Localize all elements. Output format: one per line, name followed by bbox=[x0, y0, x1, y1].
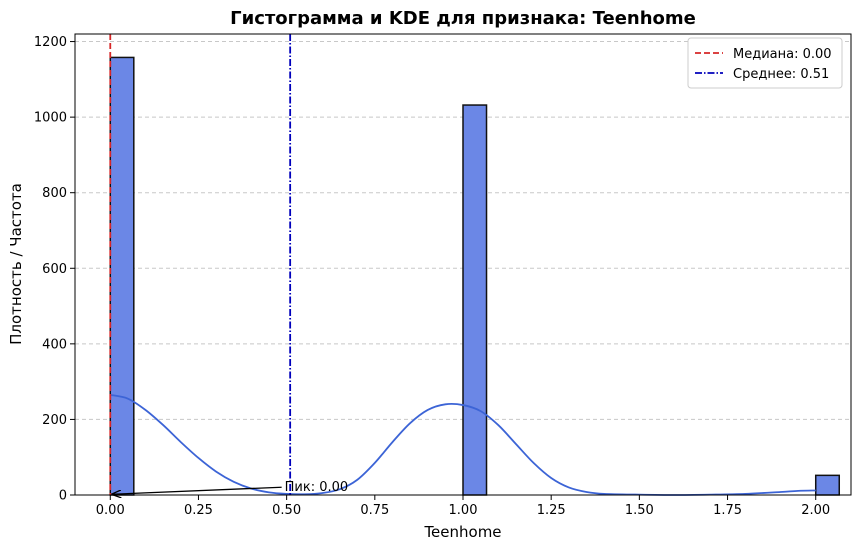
x-tick-label: 0.00 bbox=[96, 503, 125, 518]
legend-median-label: Медиана: 0.00 bbox=[733, 47, 832, 62]
histogram-bar bbox=[814, 474, 841, 496]
y-tick-label: 1200 bbox=[34, 35, 67, 50]
annotation-layer: Пик: 0.00 bbox=[112, 480, 348, 495]
x-tick-label: 0.75 bbox=[360, 503, 389, 518]
y-tick-label: 1000 bbox=[34, 111, 67, 126]
y-tick-label: 600 bbox=[42, 262, 67, 277]
histogram-bar bbox=[109, 56, 135, 496]
legend: Медиана: 0.00 Среднее: 0.51 bbox=[687, 37, 843, 89]
x-tick-label: 2.00 bbox=[801, 503, 830, 518]
legend-box bbox=[687, 37, 843, 89]
y-tick-label: 400 bbox=[42, 337, 67, 352]
y-tick-label: 0 bbox=[59, 489, 67, 504]
reference-lines-layer bbox=[109, 34, 292, 495]
y-axis-title: Плотность / Частота bbox=[7, 183, 25, 345]
annotation-arrow bbox=[112, 486, 282, 494]
x-tick-label: 1.25 bbox=[537, 503, 566, 518]
histogram-bar bbox=[462, 104, 488, 496]
x-tick-label: 1.50 bbox=[625, 503, 654, 518]
x-tick-label: 0.25 bbox=[184, 503, 213, 518]
chart-title: Гистограмма и KDE для признака: Teenhome bbox=[230, 8, 696, 29]
x-tick-label: 1.75 bbox=[713, 503, 742, 518]
x-tick-label: 1.00 bbox=[449, 503, 478, 518]
y-tick-label: 800 bbox=[42, 186, 67, 201]
ticks-layer: 0.00 0.25 0.50 0.75 1.00 1.25 1.50 1.75 2.00 0 200… bbox=[34, 35, 830, 518]
y-tick-label: 200 bbox=[42, 413, 67, 428]
annotation-text: Пик: 0.00 bbox=[285, 480, 349, 495]
x-tick-label: 0.50 bbox=[272, 503, 301, 518]
legend-mean-label: Среднее: 0.51 bbox=[733, 67, 829, 82]
bars-layer bbox=[109, 56, 841, 496]
x-axis-title: Teenhome bbox=[423, 523, 501, 541]
